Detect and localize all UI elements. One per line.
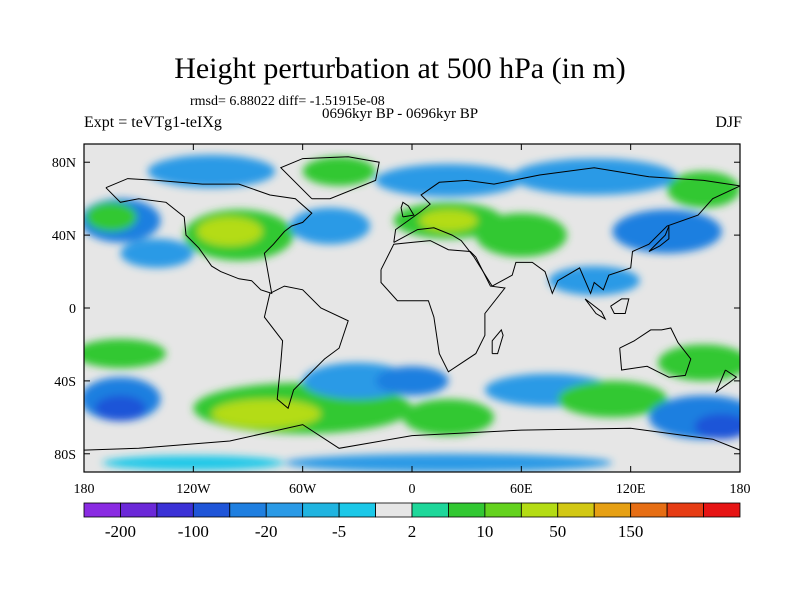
anomaly-field <box>84 154 740 472</box>
coastline-borneo <box>610 298 630 314</box>
anomaly-patch <box>85 202 137 232</box>
colorbar-label: -20 <box>255 522 278 541</box>
coastline-japan <box>648 225 670 252</box>
colorbar-swatch <box>120 502 158 518</box>
coastline-new-zealand <box>715 369 738 394</box>
y-axis: 80N 40N 0 40S 80S <box>52 156 740 463</box>
anomaly-patch <box>302 156 376 186</box>
anomaly-patch <box>284 453 613 472</box>
experiment-label: Expt = teVTg1-teIXg <box>84 114 222 131</box>
anomaly-patch <box>548 266 640 296</box>
anomaly-patch <box>694 413 740 440</box>
coastline-eurasia <box>393 167 740 295</box>
coastline-australia <box>619 327 692 378</box>
x-tick-label: 60W <box>289 482 317 497</box>
colorbar-swatch <box>156 502 194 518</box>
anomaly-patch <box>289 207 371 245</box>
anomaly-patch <box>512 158 677 196</box>
plot-title: Height perturbation at 500 hPa (in m) <box>174 52 626 85</box>
anomaly-patch <box>475 213 567 257</box>
colorbar-label: -100 <box>178 522 209 541</box>
colorbar-swatch <box>630 502 668 518</box>
x-tick-label: 60E <box>510 482 533 497</box>
x-tick-label: 0 <box>409 482 416 497</box>
colorbar-swatch <box>666 502 704 518</box>
x-tick-label: 120E <box>616 482 646 497</box>
x-axis: 180 120W 60W 0 60E 120E 180 <box>74 144 751 497</box>
colorbar-label: -200 <box>105 522 136 541</box>
anomaly-patch <box>147 154 276 188</box>
anomaly-patch <box>419 209 478 232</box>
colorbar-swatch <box>192 502 231 518</box>
anomaly-patch <box>94 395 146 421</box>
colorbar: -200 -100 -20 -5 2 10 50 150 <box>83 502 741 541</box>
anomaly-patch <box>211 399 321 429</box>
anomaly-patch <box>557 380 668 418</box>
colorbar-swatch <box>448 502 486 518</box>
x-tick-label: 120W <box>176 482 211 497</box>
y-tick-label: 80S <box>54 448 76 463</box>
anomaly-patch <box>102 455 285 471</box>
coastline-north-america <box>105 178 313 295</box>
x-tick-label: 180 <box>730 482 751 497</box>
colorbar-swatch <box>265 502 304 518</box>
colorbar-swatch <box>338 502 376 518</box>
colorbar-swatch <box>557 502 595 518</box>
coastline-madagascar <box>491 328 504 355</box>
anomaly-patch <box>84 338 166 369</box>
y-tick-label: 40N <box>52 229 76 244</box>
coastlines <box>84 156 740 451</box>
colorbar-label: 50 <box>549 522 566 541</box>
colorbar-swatch <box>520 502 559 518</box>
period-label: 0696kyr BP - 0696kyr BP <box>322 106 479 122</box>
y-tick-label: 0 <box>69 302 76 317</box>
colorbar-swatch <box>83 502 121 518</box>
coastline-antarctica <box>84 424 740 451</box>
colorbar-label: 2 <box>408 522 417 541</box>
colorbar-swatch <box>411 502 449 518</box>
y-tick-label: 40S <box>54 375 76 390</box>
anomaly-patch <box>196 216 263 247</box>
colorbar-swatch <box>593 502 632 518</box>
coastline-africa <box>380 240 506 373</box>
anomaly-patch <box>120 238 194 268</box>
colorbar-label: 150 <box>618 522 644 541</box>
x-tick-label: 180 <box>74 482 95 497</box>
coastline-uk <box>400 201 415 218</box>
stats-line: rmsd= 6.88022 diff= -1.51915e-08 <box>190 94 385 109</box>
colorbar-swatch <box>375 502 413 518</box>
coastline-south-america <box>263 285 349 410</box>
anomaly-patch <box>658 344 740 381</box>
coastline-sumatra <box>584 298 607 321</box>
anomaly-patch <box>375 164 522 197</box>
colorbar-swatch <box>703 502 741 518</box>
colorbar-swatch <box>484 502 522 518</box>
coastline-greenland <box>279 156 380 200</box>
colorbar-label: 10 <box>476 522 493 541</box>
colorbar-swatch <box>302 502 340 518</box>
anomaly-patch <box>402 399 495 436</box>
colorbar-swatch <box>229 502 267 518</box>
colorbar-label: -5 <box>332 522 346 541</box>
anomaly-patch <box>667 171 740 208</box>
anomaly-patch <box>375 366 449 396</box>
season-label: DJF <box>715 114 742 131</box>
y-tick-label: 80N <box>52 156 76 171</box>
